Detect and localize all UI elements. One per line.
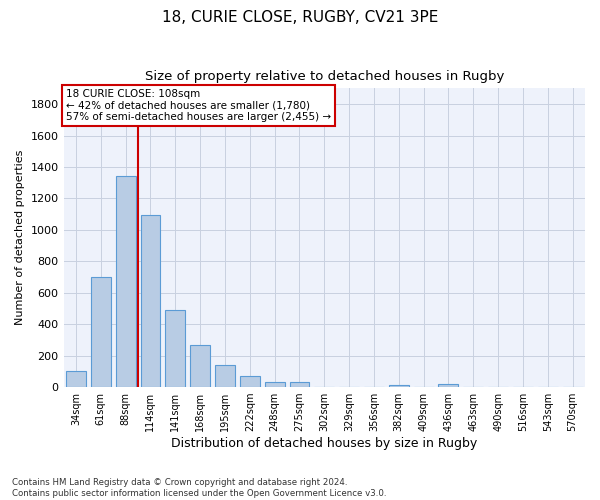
Bar xyxy=(66,372,86,387)
Text: 18 CURIE CLOSE: 108sqm
← 42% of detached houses are smaller (1,780)
57% of semi-: 18 CURIE CLOSE: 108sqm ← 42% of detached… xyxy=(66,89,331,122)
Y-axis label: Number of detached properties: Number of detached properties xyxy=(15,150,25,326)
Bar xyxy=(240,376,260,387)
Text: 18, CURIE CLOSE, RUGBY, CV21 3PE: 18, CURIE CLOSE, RUGBY, CV21 3PE xyxy=(162,10,438,25)
Bar xyxy=(439,384,458,387)
Bar xyxy=(166,310,185,387)
Bar xyxy=(215,365,235,387)
Title: Size of property relative to detached houses in Rugby: Size of property relative to detached ho… xyxy=(145,70,504,83)
Bar xyxy=(389,384,409,387)
Bar xyxy=(91,277,111,387)
X-axis label: Distribution of detached houses by size in Rugby: Distribution of detached houses by size … xyxy=(171,437,478,450)
Bar xyxy=(290,382,310,387)
Text: Contains HM Land Registry data © Crown copyright and database right 2024.
Contai: Contains HM Land Registry data © Crown c… xyxy=(12,478,386,498)
Bar xyxy=(140,215,160,387)
Bar xyxy=(116,176,136,387)
Bar xyxy=(190,344,210,387)
Bar xyxy=(265,382,284,387)
